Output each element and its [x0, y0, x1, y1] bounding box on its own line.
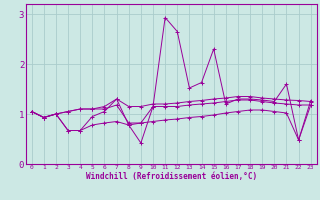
X-axis label: Windchill (Refroidissement éolien,°C): Windchill (Refroidissement éolien,°C)	[86, 172, 257, 181]
